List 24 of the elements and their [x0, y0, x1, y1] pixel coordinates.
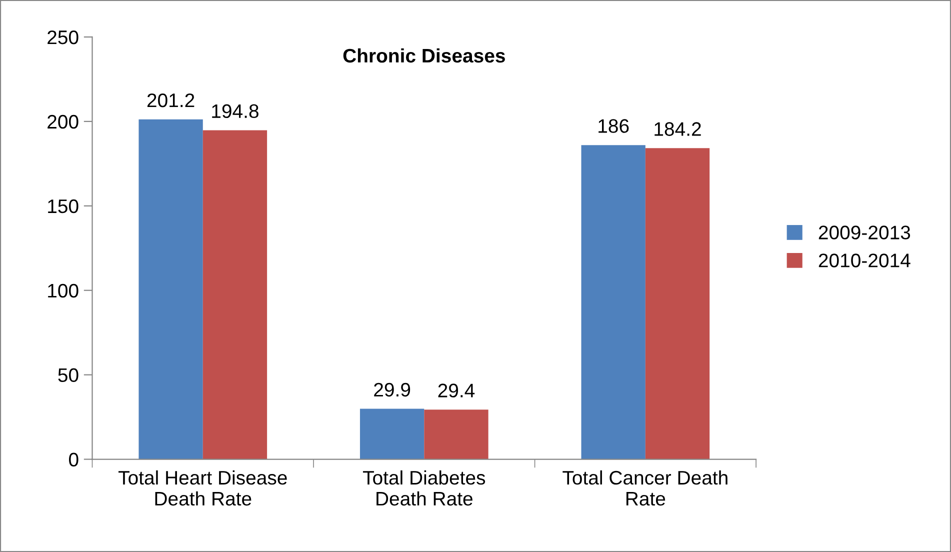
x-tick-label: Total Diabetes Death Rate — [362, 470, 486, 506]
bar — [581, 145, 646, 460]
bar — [138, 119, 203, 460]
y-tick-label: 250 — [48, 30, 78, 44]
data-label: 194.8 — [212, 104, 258, 118]
data-label: 29.4 — [438, 384, 475, 398]
bar — [424, 410, 488, 460]
x-tick-label: Total Heart Disease Death Rate — [118, 470, 287, 506]
data-label: 186 — [598, 119, 629, 133]
y-tick-label: 50 — [58, 368, 78, 382]
x-tick-label: Total Cancer Death Rate — [562, 470, 728, 506]
bar — [360, 408, 424, 460]
bar — [202, 130, 268, 460]
bar — [645, 148, 710, 460]
chart-title: Chronic Diseases — [343, 48, 505, 63]
data-label: 29.9 — [374, 382, 410, 397]
y-tick-label: 150 — [48, 199, 78, 214]
data-label: 184.2 — [654, 122, 701, 136]
legend-label: 2010-2014 — [818, 254, 910, 268]
legend-label: 2009-2013 — [818, 226, 910, 240]
data-label: 201.2 — [147, 93, 194, 108]
y-tick-label: 100 — [48, 284, 78, 298]
y-tick-label: 0 — [69, 452, 78, 466]
y-tick-label: 200 — [48, 114, 78, 129]
